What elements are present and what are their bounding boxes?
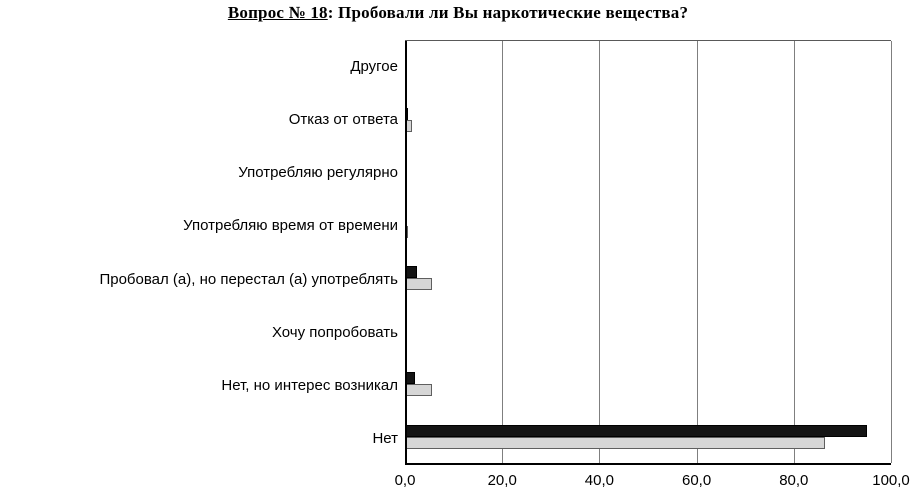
bar-black: [405, 266, 418, 279]
chart-row: [405, 41, 891, 94]
gridline: [502, 41, 504, 463]
category-label: Хочу попробовать: [271, 323, 398, 341]
x-tick-label: 0,0: [394, 472, 416, 489]
gridline: [793, 41, 795, 463]
category-label: Пробовал (а), но перестал (а) употреблят…: [99, 270, 398, 288]
chart-row: [405, 199, 891, 252]
bar-gray: [405, 120, 412, 133]
gridline: [696, 41, 698, 463]
chart-row: [405, 147, 891, 200]
gridline: [891, 41, 892, 463]
plot-area: [405, 40, 892, 465]
category-label: Другое: [350, 58, 398, 76]
chart-title-text: : Пробовали ли Вы наркотические вещества…: [327, 3, 689, 22]
x-tick-label: 20,0: [487, 472, 517, 489]
bar-black: [405, 371, 415, 384]
x-axis: 0,0 20,0 40,0 60,0 80,0 100,0: [395, 472, 910, 492]
gridline: [599, 41, 601, 463]
category-label: Употребляю регулярно: [238, 164, 398, 182]
chart-row: [405, 252, 891, 305]
category-label: Употребляю время от времени: [183, 217, 398, 235]
chart-title-question-number: Вопрос № 18: [227, 3, 328, 22]
bar-gray: [405, 383, 432, 396]
category-label: Отказ от ответа: [288, 111, 398, 129]
bar-gray: [405, 436, 826, 449]
chart-row: [405, 305, 891, 358]
bar-gray: [405, 278, 432, 291]
chart-row: [405, 94, 891, 147]
chart-row: [405, 410, 891, 463]
x-tick-label: 100,0: [872, 472, 910, 489]
category-label: Нет, но интерес возникал: [221, 376, 398, 394]
chart-title: Вопрос № 18: Пробовали ли Вы наркотическ…: [0, 3, 916, 23]
chart-body: Другое Отказ от ответа Употребляю регулярн…: [0, 40, 892, 465]
x-tick-label: 80,0: [779, 472, 809, 489]
chart-rows: [405, 41, 891, 463]
x-tick-label: 40,0: [584, 472, 614, 489]
y-axis-line: [405, 41, 407, 463]
x-tick-label: 60,0: [681, 472, 712, 489]
chart-row: [405, 358, 891, 411]
bar-black: [405, 424, 867, 437]
category-labels: Другое Отказ от ответа Употребляю регулярн…: [0, 40, 405, 465]
category-label: Нет: [372, 429, 398, 447]
